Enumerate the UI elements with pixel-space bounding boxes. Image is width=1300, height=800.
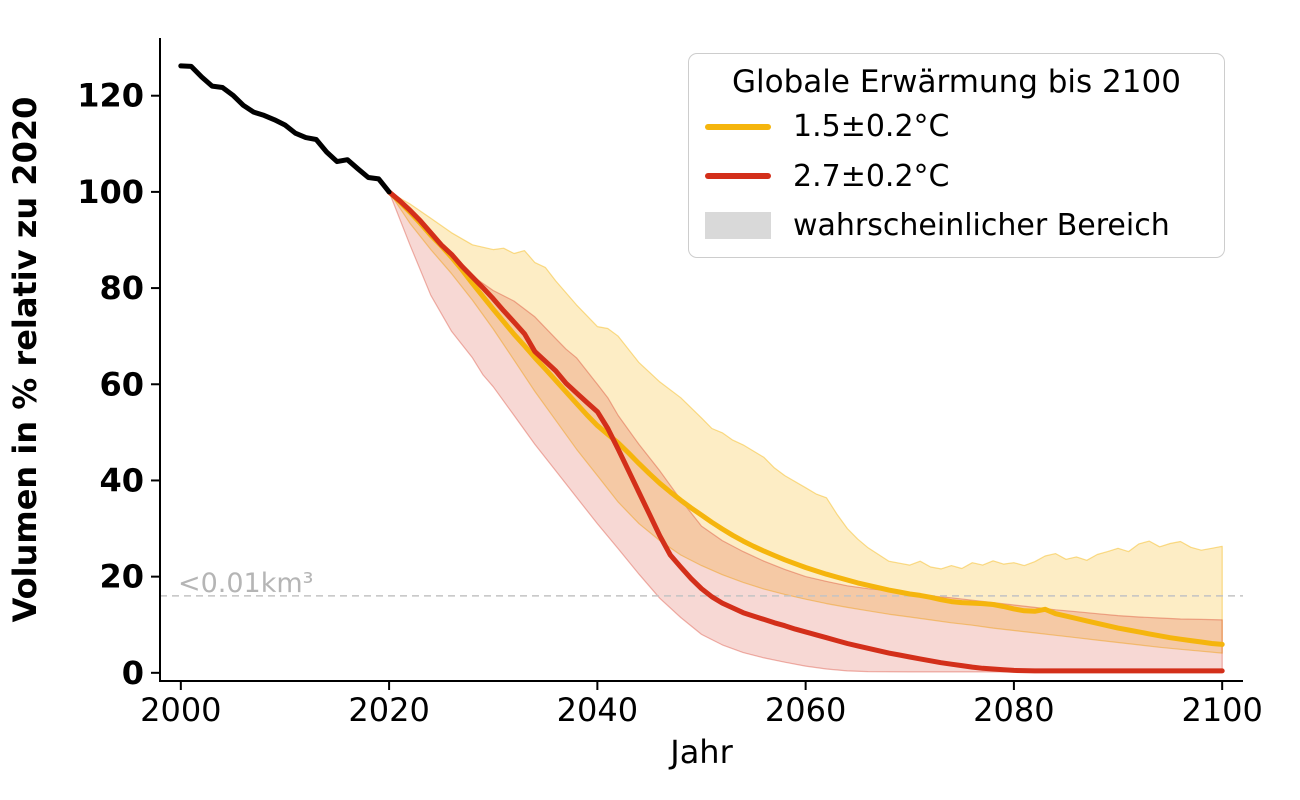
x-tick-label: 2060 xyxy=(765,691,846,729)
legend-label-1-5c: 1.5±0.2°C xyxy=(793,109,950,145)
legend-title: Globale Erwärmung bis 2100 xyxy=(732,64,1181,100)
x-tick-label: 2040 xyxy=(557,691,638,729)
y-tick-label: 80 xyxy=(99,269,144,307)
legend-item-2-7c: 2.7±0.2°C xyxy=(705,153,1208,199)
legend-patch-swatch-likely-range xyxy=(705,212,771,240)
legend-item-1-5c: 1.5±0.2°C xyxy=(705,104,1208,150)
line-scenario-1.5C xyxy=(386,189,1225,647)
legend: Globale Erwärmung bis 2100 1.5±0.2°C 2.7… xyxy=(688,53,1225,258)
y-tick-label: 100 xyxy=(77,173,144,211)
x-axis-label: Jahr xyxy=(668,733,733,771)
x-tick-label: 2080 xyxy=(973,691,1054,729)
x-tick-label: 2020 xyxy=(348,691,429,729)
band-2.7C xyxy=(388,191,1223,673)
line-historical-2000-2020 xyxy=(178,63,392,195)
y-tick-label: 0 xyxy=(122,654,144,692)
legend-line-swatch-1-5c xyxy=(705,123,771,130)
y-axis: 0 20 40 60 80 100 120 Volumen in % relativ zu 2… xyxy=(6,77,160,692)
axis-spines xyxy=(159,38,1243,682)
legend-line-swatch-2-7c xyxy=(705,173,771,180)
threshold-label: <0.01km³ xyxy=(178,568,314,599)
y-tick-label: 40 xyxy=(99,461,144,499)
y-tick-label: 20 xyxy=(99,558,144,596)
y-tick-label: 60 xyxy=(99,365,144,403)
series-lines xyxy=(178,63,1225,674)
legend-item-likely-range: wahrscheinlicher Bereich xyxy=(705,203,1208,249)
legend-label-2-7c: 2.7±0.2°C xyxy=(793,158,950,194)
y-tick-label: 120 xyxy=(77,77,144,115)
band-1.5C xyxy=(388,191,1223,654)
legend-label-likely-range: wahrscheinlicher Bereich xyxy=(793,208,1170,244)
x-tick-label: 2000 xyxy=(140,691,221,729)
line-scenario-2.7C xyxy=(386,189,1225,674)
x-axis: 2000 2020 2040 2060 2080 2100 Jahr xyxy=(140,681,1263,771)
x-tick-label: 2100 xyxy=(1181,691,1262,729)
y-axis-label: Volumen in % relativ zu 2020 xyxy=(6,97,44,623)
uncertainty-bands xyxy=(388,191,1223,673)
